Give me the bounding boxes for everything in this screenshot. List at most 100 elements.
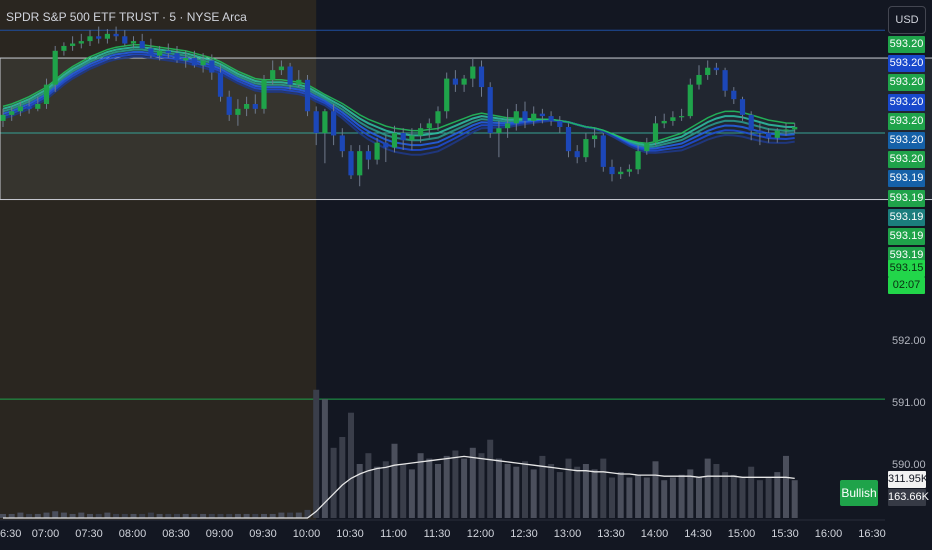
candle-body <box>470 66 476 79</box>
candle[interactable] <box>0 108 6 127</box>
candle[interactable] <box>217 65 224 102</box>
candle[interactable] <box>687 78 693 119</box>
candle[interactable] <box>496 120 502 158</box>
candle[interactable] <box>270 60 276 85</box>
candle[interactable] <box>61 42 67 56</box>
candle[interactable] <box>409 128 415 150</box>
candle[interactable] <box>583 133 589 163</box>
candle[interactable] <box>122 30 128 46</box>
candle[interactable] <box>713 62 719 75</box>
candle[interactable] <box>644 137 650 155</box>
candle[interactable] <box>600 133 606 172</box>
candle[interactable] <box>565 123 572 158</box>
candle[interactable] <box>774 128 780 143</box>
candle[interactable] <box>444 72 450 119</box>
candle[interactable] <box>531 106 537 126</box>
candle[interactable] <box>731 87 737 104</box>
candle[interactable] <box>130 36 137 49</box>
candle[interactable] <box>374 137 380 165</box>
candle[interactable] <box>435 106 441 131</box>
candle[interactable] <box>226 90 232 121</box>
candle[interactable] <box>174 45 180 63</box>
candle[interactable] <box>513 104 519 131</box>
candle[interactable] <box>461 74 467 92</box>
candle[interactable] <box>661 113 667 129</box>
candlesticks[interactable] <box>0 26 798 187</box>
candle[interactable] <box>357 145 363 187</box>
candle[interactable] <box>478 60 485 97</box>
candle[interactable] <box>96 26 102 44</box>
candle[interactable] <box>383 135 389 163</box>
candle-body <box>496 128 502 134</box>
candle[interactable] <box>78 33 84 49</box>
candle[interactable] <box>348 145 354 179</box>
candle[interactable] <box>757 123 763 146</box>
candle[interactable] <box>200 53 206 73</box>
candle[interactable] <box>157 45 163 61</box>
candle[interactable] <box>696 65 702 90</box>
candle[interactable] <box>792 123 798 134</box>
candle[interactable] <box>70 36 76 51</box>
currency-button[interactable]: USD <box>888 6 926 34</box>
candle-body <box>792 126 798 130</box>
candle[interactable] <box>722 67 728 97</box>
candle[interactable] <box>339 128 345 158</box>
candle[interactable] <box>252 94 258 114</box>
candle[interactable] <box>35 96 41 112</box>
candle[interactable] <box>87 30 93 46</box>
candle[interactable] <box>766 128 772 143</box>
candle[interactable] <box>235 99 241 126</box>
candle[interactable] <box>209 54 215 80</box>
candle[interactable] <box>104 29 110 44</box>
candle[interactable] <box>165 43 171 59</box>
candle[interactable] <box>400 128 406 150</box>
candle[interactable] <box>783 123 789 136</box>
candle[interactable] <box>113 26 119 42</box>
candle[interactable] <box>261 74 267 114</box>
candle[interactable] <box>548 111 554 126</box>
candle[interactable] <box>557 116 563 134</box>
candle[interactable] <box>609 159 615 182</box>
candle[interactable] <box>574 145 580 164</box>
candle[interactable] <box>365 145 371 170</box>
candle[interactable] <box>26 99 32 114</box>
candle[interactable] <box>618 166 624 179</box>
candle[interactable] <box>670 111 676 126</box>
candle[interactable] <box>52 45 58 92</box>
candle[interactable] <box>139 33 145 49</box>
ema-strand-3 <box>2 53 795 152</box>
candle[interactable] <box>244 96 250 117</box>
candle[interactable] <box>652 116 659 146</box>
candle[interactable] <box>17 101 23 117</box>
candle[interactable] <box>539 108 545 124</box>
candle[interactable] <box>626 164 632 177</box>
candle[interactable] <box>679 108 685 121</box>
candle[interactable] <box>9 106 15 121</box>
candle[interactable] <box>705 60 711 80</box>
candle-body <box>557 120 563 127</box>
candle[interactable] <box>287 62 293 90</box>
candle[interactable] <box>452 70 458 92</box>
candle[interactable] <box>296 70 302 88</box>
candle[interactable] <box>322 108 328 164</box>
candle[interactable] <box>426 118 432 138</box>
candle[interactable] <box>505 108 511 138</box>
candle[interactable] <box>470 58 476 88</box>
candle[interactable] <box>313 106 319 146</box>
candle[interactable] <box>635 145 641 175</box>
candle[interactable] <box>331 104 337 146</box>
candle[interactable] <box>739 96 746 121</box>
candle[interactable] <box>278 60 284 75</box>
candle[interactable] <box>43 78 50 109</box>
candle[interactable] <box>418 123 424 143</box>
candle[interactable] <box>148 38 154 59</box>
candle[interactable] <box>191 50 197 68</box>
candle[interactable] <box>487 82 493 138</box>
candle[interactable] <box>183 50 189 68</box>
candle[interactable] <box>748 111 754 141</box>
candle[interactable] <box>304 74 311 117</box>
candle[interactable] <box>391 125 398 153</box>
candle[interactable] <box>592 128 598 148</box>
candle[interactable] <box>522 101 528 129</box>
